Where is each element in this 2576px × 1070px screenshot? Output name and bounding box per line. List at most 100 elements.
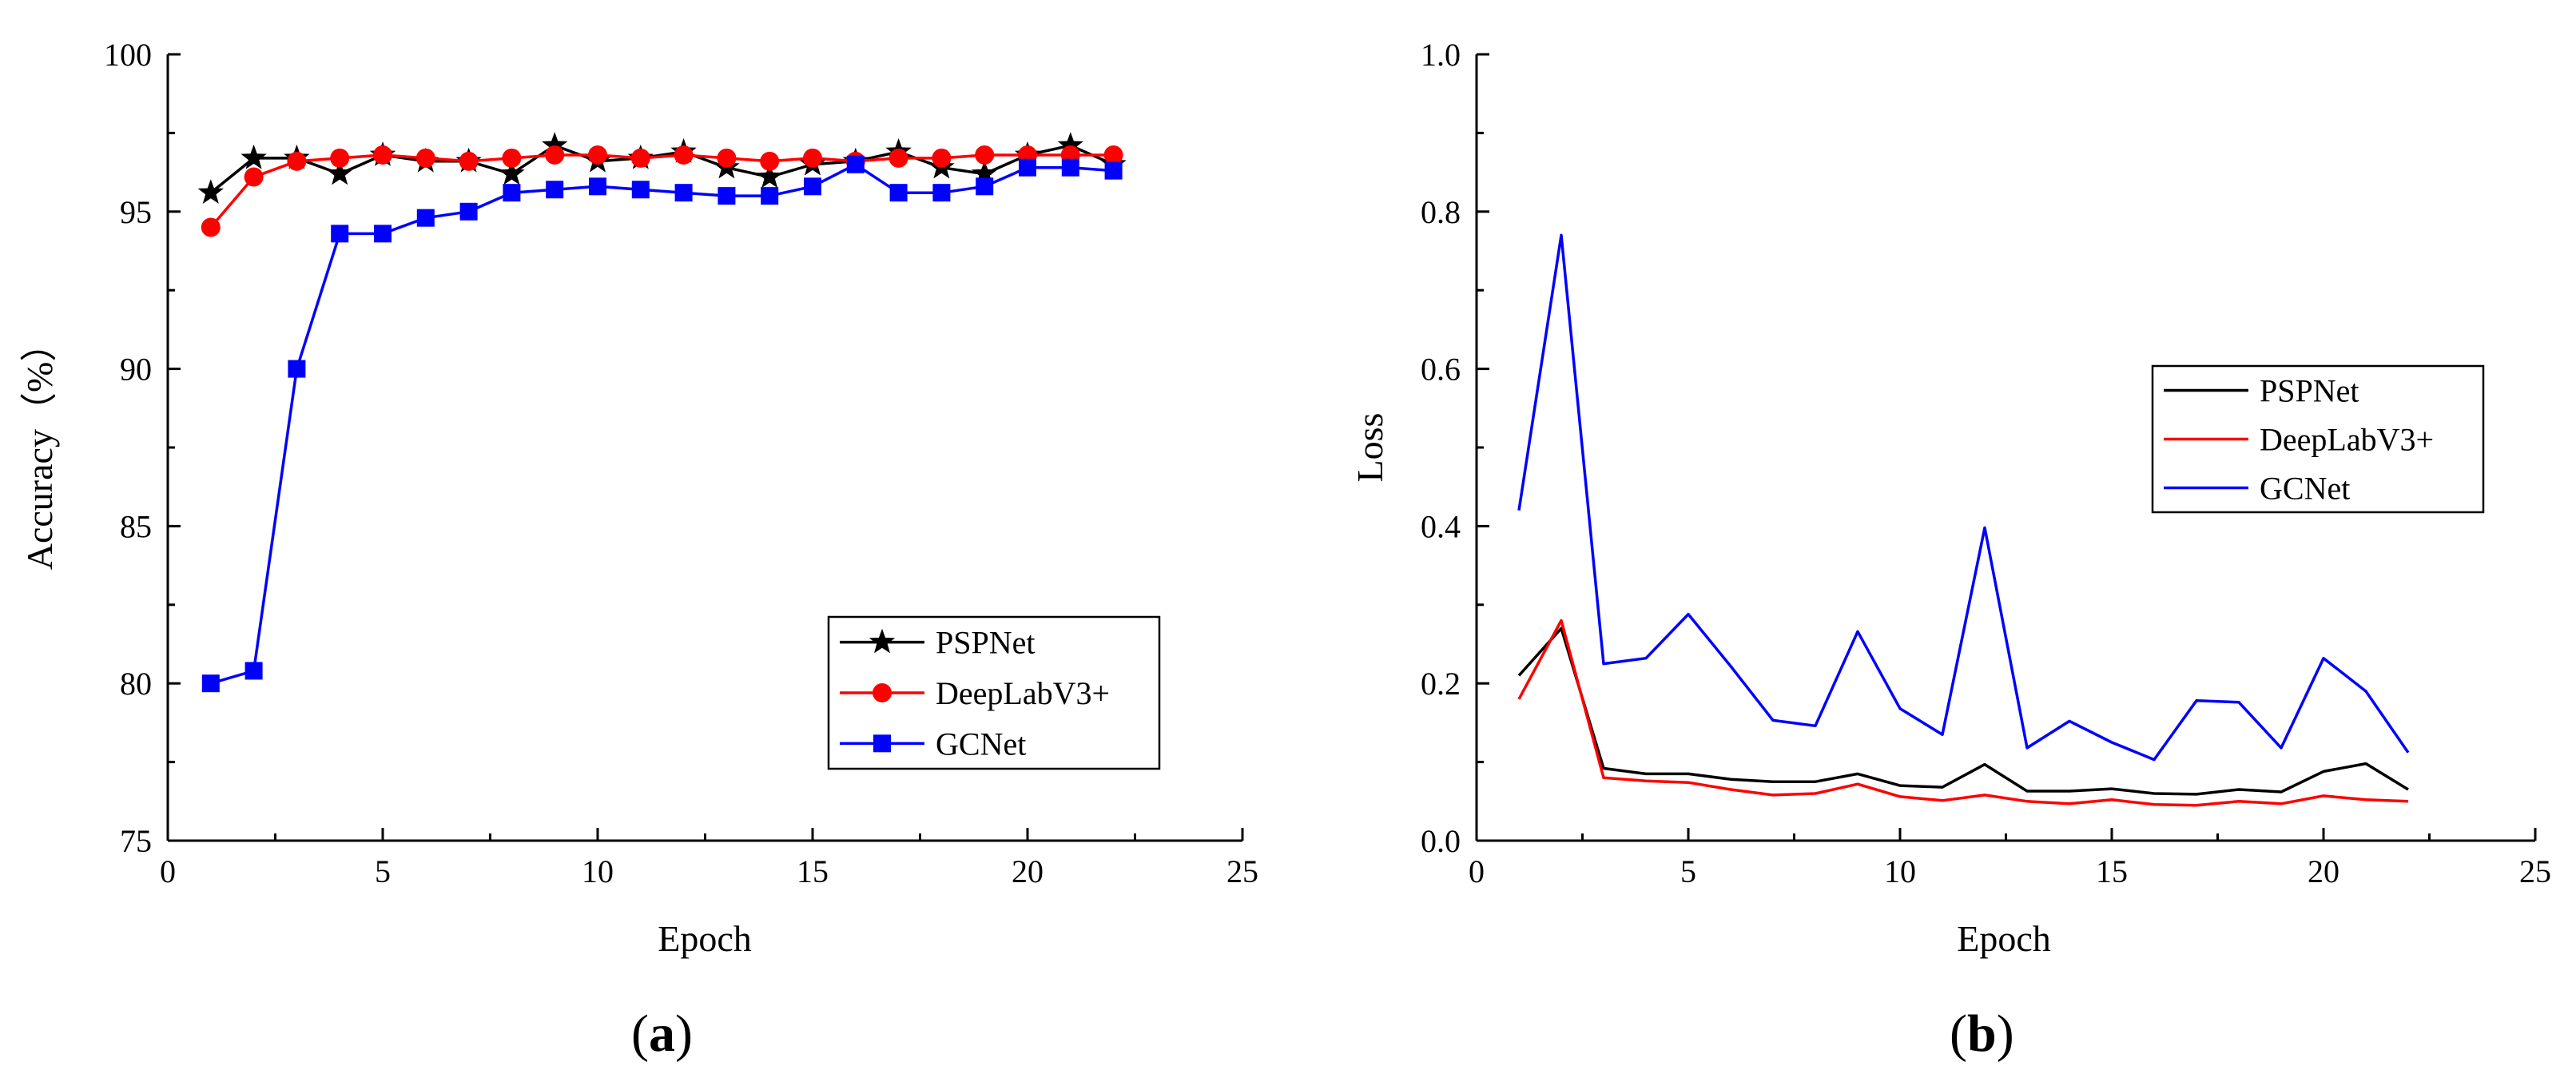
legend-label: DeepLabV3+ bbox=[936, 675, 1110, 711]
data-point bbox=[499, 160, 525, 185]
data-point bbox=[718, 187, 736, 205]
series-line bbox=[210, 163, 1114, 685]
data-point bbox=[803, 148, 822, 168]
data-point bbox=[630, 148, 650, 168]
y-tick-label: 0.8 bbox=[1421, 194, 1461, 230]
data-point bbox=[244, 662, 263, 680]
panel-label-b: (b) bbox=[1950, 1004, 2014, 1063]
series-pspnet bbox=[1517, 626, 2409, 796]
series-line bbox=[1517, 233, 2410, 762]
data-point bbox=[373, 145, 392, 165]
legend: PSPNet DeepLabV3+ GCNet bbox=[2151, 364, 2485, 514]
y-tick-label: 80 bbox=[120, 666, 152, 702]
panel-label-letter: a bbox=[649, 1004, 675, 1063]
data-point bbox=[588, 145, 607, 165]
data-point bbox=[674, 184, 693, 202]
x-tick-label: 5 bbox=[1680, 853, 1696, 889]
data-point bbox=[1104, 161, 1123, 180]
y-tick-label: 1.0 bbox=[1421, 37, 1461, 73]
data-point bbox=[1057, 132, 1083, 157]
x-axis-title: Epoch bbox=[658, 918, 752, 959]
series-gcnet bbox=[1517, 233, 2410, 762]
x-tick-label: 15 bbox=[2096, 853, 2128, 889]
data-point bbox=[975, 145, 995, 165]
y-tick-label: 85 bbox=[120, 508, 152, 544]
legend-label: GCNet bbox=[2260, 471, 2350, 507]
x-tick-label: 20 bbox=[1012, 853, 1044, 889]
data-point bbox=[1103, 145, 1123, 165]
y-tick-label: 100 bbox=[104, 37, 152, 73]
data-point bbox=[545, 145, 565, 165]
data-point bbox=[415, 148, 435, 168]
x-tick-label: 15 bbox=[797, 853, 829, 889]
data-point bbox=[244, 167, 264, 187]
accuracy-chart: Epoch Accuracy（%） (a) 0 5 10 15 20 25 75 80 85 90… bbox=[19, 37, 1258, 1063]
series-line bbox=[209, 153, 1114, 229]
x-tick-label: 0 bbox=[160, 853, 176, 889]
data-point bbox=[241, 144, 267, 169]
x-tick-label: 20 bbox=[2308, 853, 2339, 889]
legend-label: GCNet bbox=[936, 726, 1026, 762]
legend-marker bbox=[873, 734, 891, 753]
legend: PSPNet DeepLabV3+ GCNet bbox=[827, 615, 1161, 770]
data-point bbox=[287, 151, 307, 171]
y-tick-label: 95 bbox=[120, 194, 152, 230]
data-point bbox=[374, 225, 392, 243]
x-tick-label: 10 bbox=[1884, 853, 1916, 889]
panel-label-a: (a) bbox=[631, 1004, 693, 1063]
data-point bbox=[761, 187, 779, 205]
data-point bbox=[972, 160, 998, 185]
data-point bbox=[717, 148, 737, 168]
data-point bbox=[932, 148, 952, 168]
x-tick-label: 0 bbox=[1469, 853, 1485, 889]
series-gcnet bbox=[201, 155, 1123, 693]
data-point bbox=[331, 225, 349, 243]
x-axis-title: Epoch bbox=[1957, 918, 2051, 959]
data-point bbox=[888, 148, 908, 168]
data-point bbox=[542, 132, 568, 157]
data-point bbox=[1019, 158, 1036, 177]
y-tick-label: 0.0 bbox=[1421, 823, 1461, 859]
y-tick-label: 90 bbox=[120, 352, 152, 388]
y-tick-label: 0.4 bbox=[1421, 508, 1461, 544]
data-point bbox=[889, 184, 908, 202]
data-point bbox=[760, 151, 780, 171]
data-point bbox=[201, 674, 220, 693]
data-point bbox=[416, 209, 435, 227]
legend-label: PSPNet bbox=[2260, 373, 2359, 409]
data-point bbox=[288, 360, 306, 378]
series-line bbox=[1517, 626, 2409, 796]
panel-label-open: ( bbox=[1950, 1004, 1967, 1063]
x-tick-label: 5 bbox=[375, 853, 391, 889]
y-axis-title: Loss bbox=[1350, 413, 1390, 483]
data-point bbox=[674, 145, 694, 165]
loss-chart: Epoch Loss (b) 0 5 10 15 20 25 0.0 0.2 0.4 0.6 0.8… bbox=[1350, 37, 2551, 1063]
legend-marker bbox=[869, 628, 896, 654]
data-point bbox=[589, 177, 606, 196]
data-point bbox=[846, 155, 865, 173]
x-tick-label: 25 bbox=[2519, 853, 2551, 889]
data-point bbox=[757, 163, 783, 189]
series-deeplabv3- bbox=[201, 145, 1123, 237]
data-point bbox=[502, 148, 522, 168]
legend-label: DeepLabV3+ bbox=[2260, 422, 2434, 458]
y-tick-label: 0.6 bbox=[1421, 352, 1461, 388]
data-point bbox=[1061, 158, 1079, 177]
data-point bbox=[932, 184, 951, 202]
panel-label-close: ) bbox=[675, 1004, 693, 1063]
legend-label: PSPNet bbox=[936, 625, 1036, 661]
panel-label-letter: b bbox=[1967, 1004, 1997, 1063]
panel-label-close: ) bbox=[1997, 1004, 2014, 1063]
y-axis-title: Accuracy（%） bbox=[19, 325, 60, 571]
x-tick-label: 25 bbox=[1226, 853, 1258, 889]
series-deeplabv3- bbox=[1517, 619, 2409, 807]
series-line bbox=[1517, 619, 2409, 807]
data-point bbox=[201, 217, 221, 237]
data-point bbox=[631, 181, 650, 199]
y-tick-label: 75 bbox=[120, 823, 152, 859]
data-point bbox=[804, 177, 821, 196]
data-point bbox=[459, 151, 479, 171]
y-tick-label: 0.2 bbox=[1421, 666, 1461, 702]
data-point bbox=[459, 202, 478, 221]
